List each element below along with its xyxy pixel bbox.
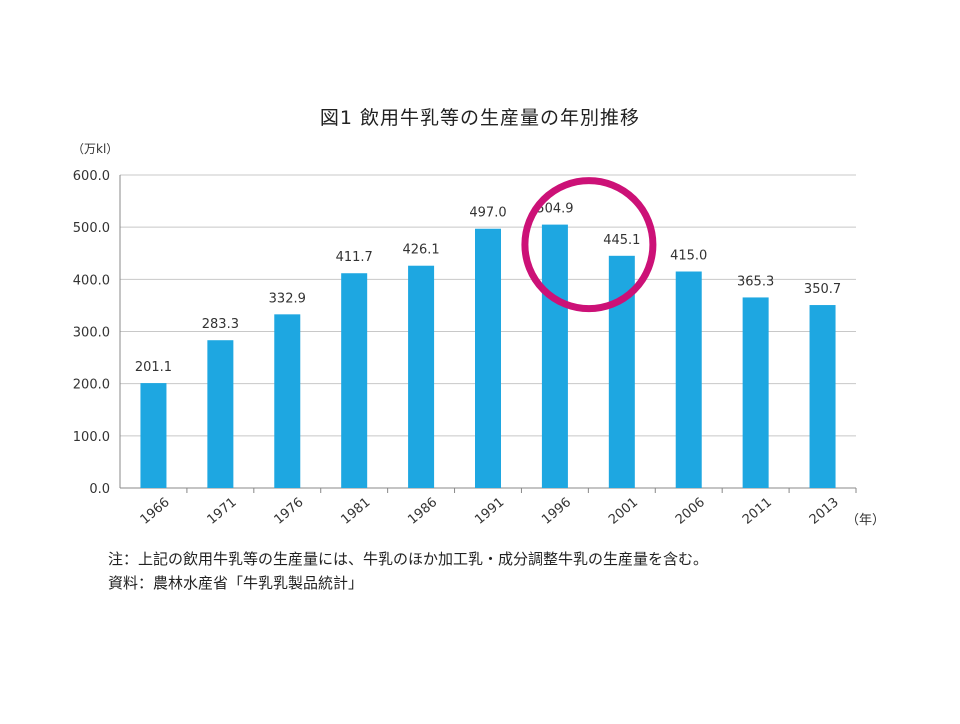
y-tick-label: 300.0 xyxy=(73,326,110,341)
bar xyxy=(675,271,702,488)
note-text: 注：上記の飲用牛乳等の生産量には、牛乳のほか加工乳・成分調整牛乳の生産量を含む。 xyxy=(108,550,709,568)
data-label: 201.1 xyxy=(135,360,172,375)
bar xyxy=(274,314,301,488)
bar xyxy=(541,224,568,488)
y-tick-label: 0.0 xyxy=(89,482,110,497)
x-tick-label: 1976 xyxy=(272,495,307,528)
y-tick-label: 600.0 xyxy=(73,169,110,184)
data-label: 445.1 xyxy=(603,233,640,248)
y-tick-label: 400.0 xyxy=(73,273,110,288)
data-label: 426.1 xyxy=(402,243,439,258)
bar xyxy=(742,297,769,488)
bar xyxy=(408,265,435,488)
x-tick-label: 1971 xyxy=(205,495,240,528)
data-label: 350.7 xyxy=(804,282,841,297)
chart-title: 図1 飲用牛乳等の生産量の年別推移 xyxy=(319,107,641,129)
x-tick-label: 1981 xyxy=(338,495,373,528)
x-tick-label: 1991 xyxy=(472,495,507,528)
x-tick-label: 1966 xyxy=(138,495,173,528)
x-axis-label: （年） xyxy=(846,513,885,528)
data-label: 283.3 xyxy=(202,317,239,332)
footnotes: 注：上記の飲用牛乳等の生産量には、牛乳のほか加工乳・成分調整牛乳の生産量を含む。… xyxy=(108,547,708,595)
data-label: 332.9 xyxy=(269,291,306,306)
y-tick-label: 200.0 xyxy=(73,378,110,393)
bar xyxy=(140,383,167,488)
y-tick-label: 500.0 xyxy=(73,221,110,236)
x-tick-label: 2013 xyxy=(807,495,842,528)
bar xyxy=(809,305,836,488)
y-tick-label: 100.0 xyxy=(73,430,110,445)
data-label: 504.9 xyxy=(536,202,573,217)
data-label: 415.0 xyxy=(670,249,707,264)
highlight-circle xyxy=(521,177,657,313)
y-axis-label: （万kl） xyxy=(72,142,118,156)
x-tick-label: 2006 xyxy=(673,495,708,528)
data-label: 411.7 xyxy=(336,250,373,265)
bar xyxy=(207,340,234,488)
bar xyxy=(475,228,501,488)
data-label: 365.3 xyxy=(737,274,774,289)
x-tick-label: 2001 xyxy=(606,495,641,528)
bar xyxy=(341,273,368,488)
x-tick-label: 1986 xyxy=(405,495,440,528)
data-label: 497.0 xyxy=(469,206,506,221)
x-tick-label: 2011 xyxy=(740,495,775,528)
source-text: 資料：農林水産省「牛乳乳製品統計」 xyxy=(108,574,364,592)
x-tick-label: 1996 xyxy=(539,495,574,528)
